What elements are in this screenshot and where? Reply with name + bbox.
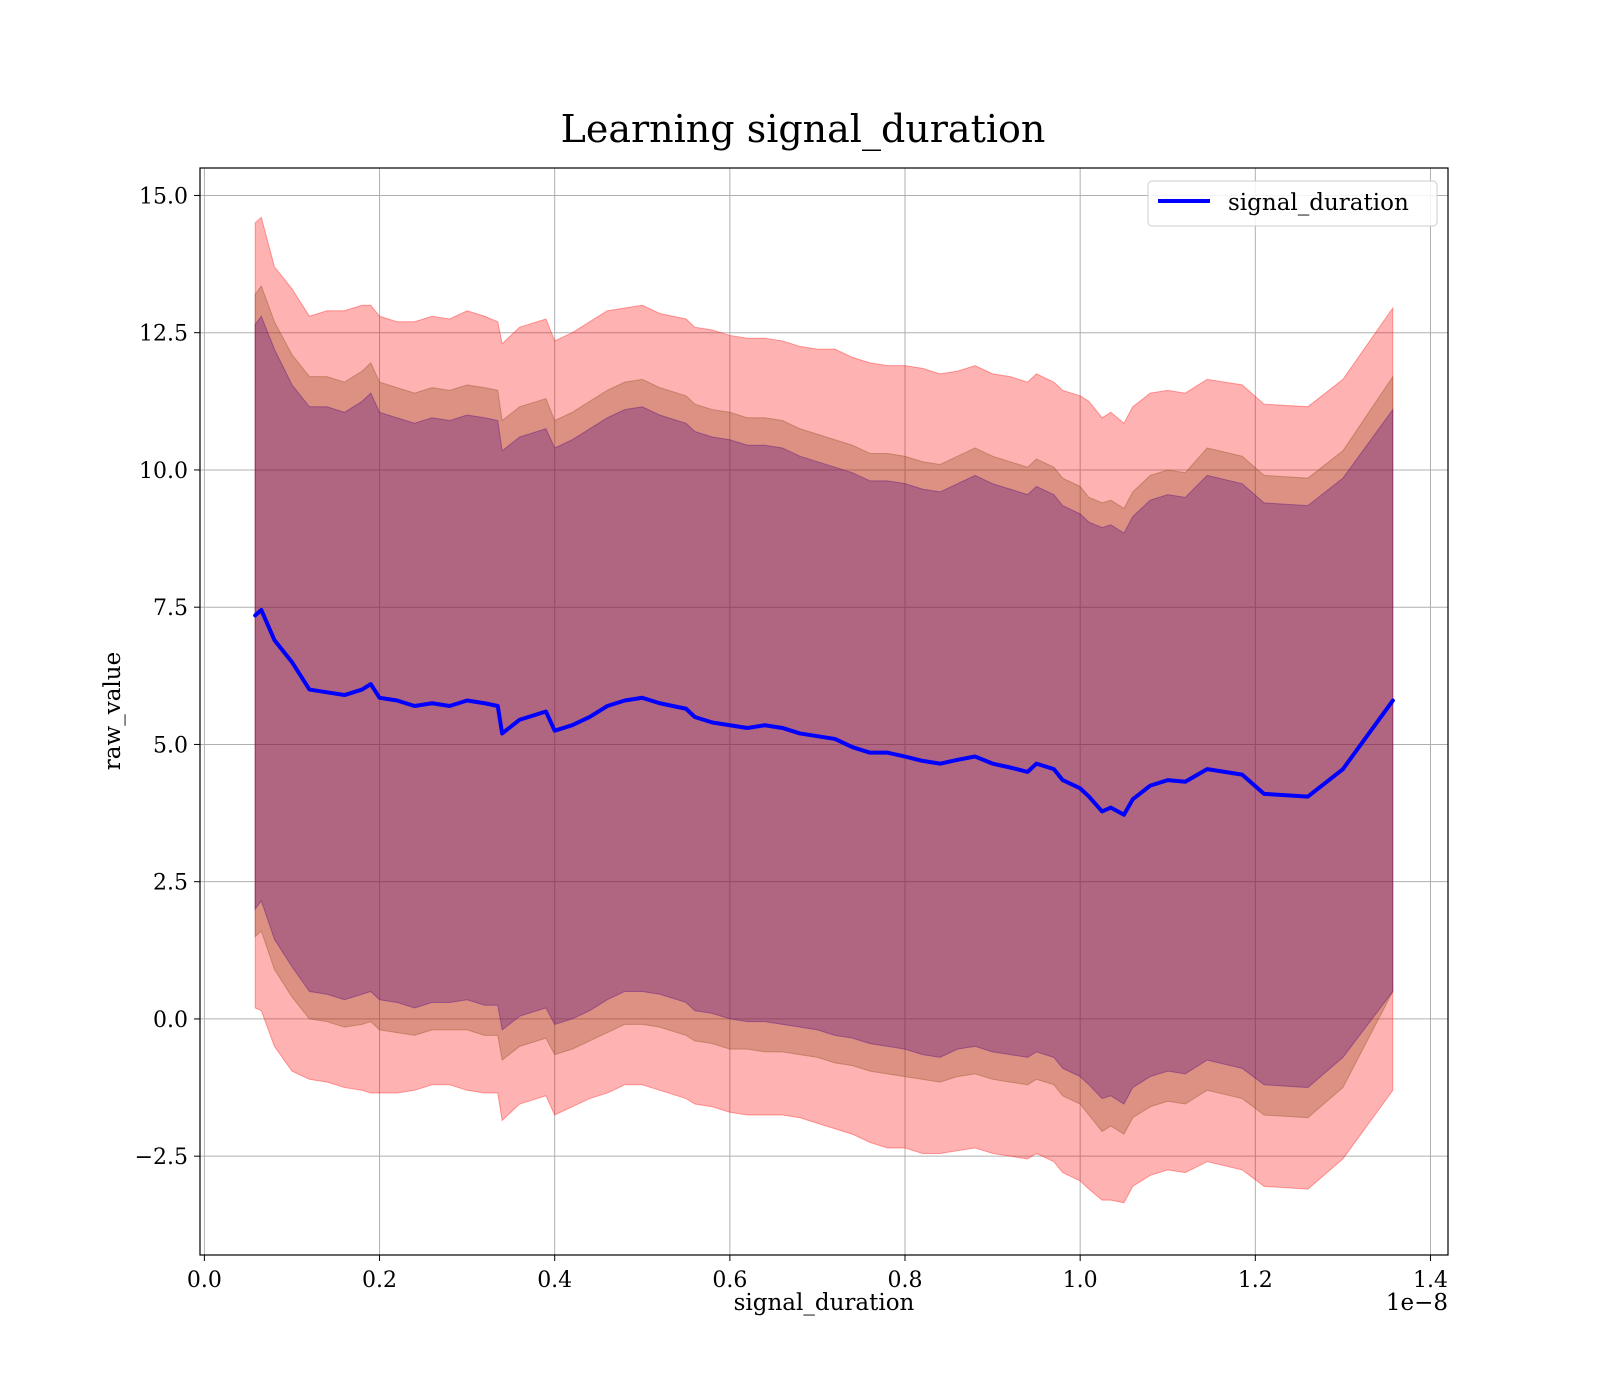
x-tick-label: 0.2 bbox=[362, 1268, 397, 1293]
x-tick-label: 0.4 bbox=[537, 1268, 572, 1293]
chart-title: Learning signal_duration bbox=[561, 107, 1046, 152]
x-tick-label: 1.0 bbox=[1063, 1268, 1098, 1293]
legend: signal_duration bbox=[1148, 181, 1437, 226]
x-axis-label: signal_duration bbox=[734, 1290, 915, 1316]
x-tick-label: 0.0 bbox=[187, 1268, 222, 1293]
y-tick-label: 0.0 bbox=[153, 1008, 188, 1033]
y-tick-label: 10.0 bbox=[139, 459, 188, 484]
y-tick-label: −2.5 bbox=[135, 1145, 188, 1170]
y-tick-label: 2.5 bbox=[153, 871, 188, 896]
x-axis-offset-text: 1e−8 bbox=[1386, 1290, 1448, 1316]
x-tick-label: 1.2 bbox=[1238, 1268, 1273, 1293]
y-tick-label: 7.5 bbox=[153, 596, 188, 621]
legend-label: signal_duration bbox=[1228, 190, 1409, 216]
y-tick-label: 12.5 bbox=[139, 322, 188, 347]
y-tick-label: 5.0 bbox=[153, 733, 188, 758]
y-tick-label: 15.0 bbox=[139, 184, 188, 209]
y-axis-label: raw_value bbox=[100, 652, 126, 770]
chart: Learning signal_duration 0.0 0.2 0.4 0.6 0.8… bbox=[0, 0, 1600, 1400]
